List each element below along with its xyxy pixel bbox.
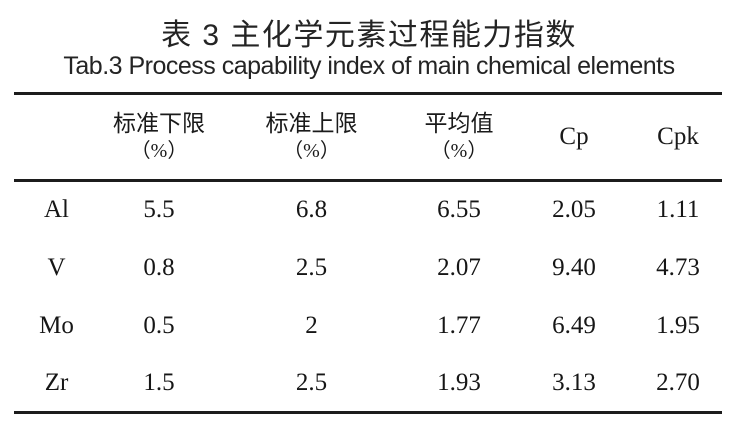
column-header-unit: （%） <box>130 140 188 163</box>
column-header-unit: （%） <box>283 140 340 163</box>
column-header-cpk: Cpk <box>634 94 722 181</box>
column-header-label: 标准上限 <box>265 110 358 136</box>
column-header-label: 平均值 <box>424 110 494 136</box>
cell-mean: 1.77 <box>437 311 481 339</box>
column-header-lower-limit: 标准下限 （%） <box>99 94 219 181</box>
cell-cp: 6.49 <box>552 311 596 339</box>
header-row: 标准下限 （%） 标准上限 （%） 平均值 （%） Cp Cpk <box>14 94 722 181</box>
table-caption-zh: 表 3 主化学元素过程能力指数 <box>161 19 577 52</box>
column-header-upper-limit: 标准上限 （%） <box>219 94 404 181</box>
column-header-label: Cpk <box>657 123 699 150</box>
cell-mean: 6.55 <box>437 196 481 224</box>
cell-upper-limit: 2 <box>305 311 318 339</box>
table-caption-en: Tab.3 Process capability index of main c… <box>63 52 675 80</box>
cell-cpk: 2.70 <box>656 368 700 396</box>
cell-lower-limit: 0.5 <box>143 311 175 339</box>
table-row: V 0.8 2.5 2.07 9.40 4.73 <box>14 239 722 297</box>
column-header-label: Cp <box>559 123 589 150</box>
cell-cpk: 1.11 <box>656 196 700 224</box>
table-row: Al 5.5 6.8 6.55 2.05 1.11 <box>14 181 722 239</box>
cell-mean: 1.93 <box>437 368 481 396</box>
cell-cp: 3.13 <box>552 368 596 396</box>
column-header-element <box>14 94 99 181</box>
cell-cp: 2.05 <box>552 196 596 224</box>
column-header-mean: 平均值 （%） <box>404 94 514 181</box>
process-capability-table: 标准下限 （%） 标准上限 （%） 平均值 （%） Cp Cpk <box>14 92 722 414</box>
cell-mean: 2.07 <box>437 253 481 281</box>
cell-element: Zr <box>44 368 69 396</box>
cell-cpk: 1.95 <box>656 311 700 339</box>
cell-upper-limit: 2.5 <box>295 253 328 281</box>
cell-element: Al <box>44 196 69 224</box>
cell-lower-limit: 0.8 <box>143 253 175 281</box>
cell-lower-limit: 5.5 <box>143 196 175 224</box>
column-header-unit: （%） <box>430 140 488 163</box>
cell-upper-limit: 6.8 <box>295 196 328 224</box>
cell-cpk: 4.73 <box>656 253 700 281</box>
table-row: Mo 0.5 2 1.77 6.49 1.95 <box>14 297 722 355</box>
cell-cp: 9.40 <box>552 253 596 281</box>
column-header-cp: Cp <box>514 94 634 181</box>
cell-upper-limit: 2.5 <box>295 368 328 396</box>
column-header-label: 标准下限 <box>113 110 205 136</box>
cell-lower-limit: 1.5 <box>143 368 175 396</box>
cell-element: Mo <box>39 311 74 339</box>
table-row: Zr 1.5 2.5 1.93 3.13 2.70 <box>14 355 722 413</box>
cell-element: V <box>47 253 66 281</box>
